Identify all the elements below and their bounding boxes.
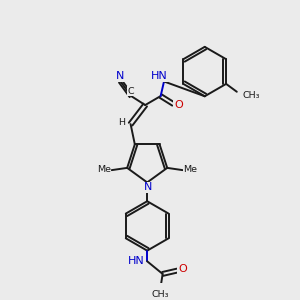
Text: CH₃: CH₃ (152, 290, 169, 299)
Text: Me: Me (184, 165, 197, 174)
Text: N: N (144, 182, 152, 193)
Text: HN: HN (151, 71, 167, 81)
Text: O: O (174, 100, 183, 110)
Text: CH₃: CH₃ (243, 91, 260, 100)
Text: HN: HN (128, 256, 145, 266)
Text: N: N (116, 71, 124, 81)
Text: H: H (118, 118, 125, 127)
Text: Me: Me (97, 165, 111, 174)
Text: C: C (128, 87, 134, 96)
Text: O: O (178, 264, 187, 274)
